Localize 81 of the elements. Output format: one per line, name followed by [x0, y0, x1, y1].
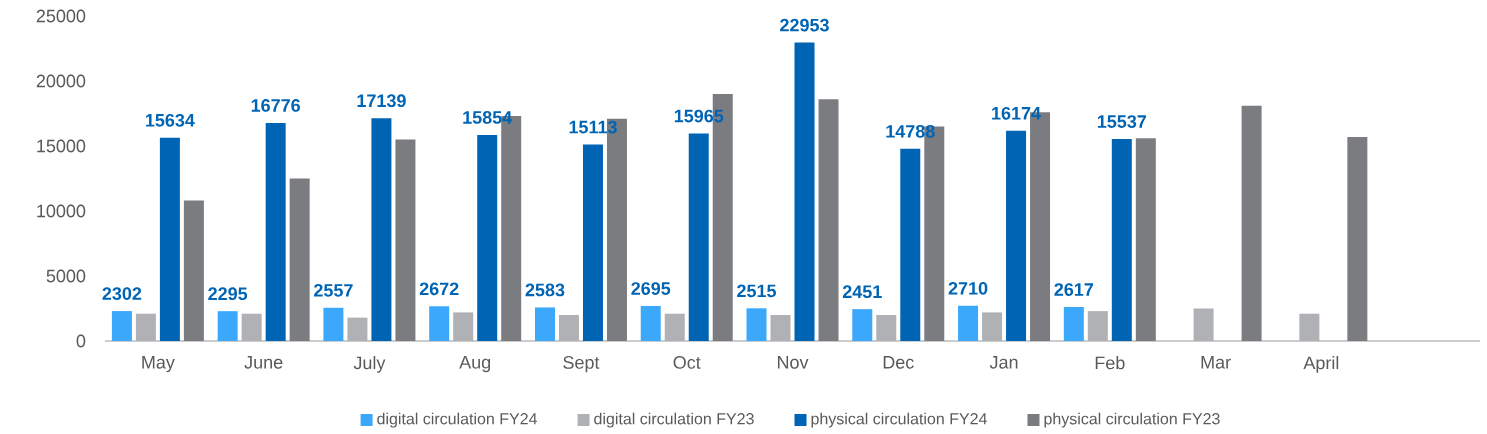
bar [818, 99, 839, 341]
data-label: 16776 [251, 99, 301, 112]
y-tick-label: 10000 [37, 204, 86, 218]
x-tick-label: Dec [883, 356, 914, 369]
bar [1347, 136, 1368, 341]
bar [664, 313, 685, 341]
x-tick-label: Jan [989, 356, 1018, 369]
bar [289, 178, 310, 341]
data-label: 2557 [314, 283, 353, 297]
data-label: 17139 [357, 94, 406, 108]
bar [534, 307, 555, 341]
bar [558, 315, 579, 341]
x-tick-label: April [1303, 356, 1339, 373]
bar [1063, 306, 1084, 341]
bar [746, 308, 767, 341]
bar [640, 305, 661, 341]
data-label: 15965 [674, 109, 724, 123]
bar [453, 312, 474, 341]
data-label: 22953 [780, 18, 829, 32]
data-label: 2710 [948, 281, 988, 295]
x-tick-label: June [244, 356, 283, 369]
bar [1241, 105, 1262, 341]
data-label: 14788 [886, 124, 935, 138]
data-label: 2295 [208, 287, 248, 301]
bar [1299, 313, 1320, 341]
data-label: 15854 [463, 111, 513, 124]
bar [582, 144, 603, 341]
legend-label: digital circulation FY24 [377, 412, 538, 428]
y-tick-label: 25000 [36, 9, 86, 23]
bar [241, 313, 262, 341]
x-tick-label: Nov [777, 356, 809, 369]
bar [900, 148, 921, 341]
bar [876, 315, 897, 341]
y-tick-label: 20000 [36, 74, 86, 88]
data-label: 2302 [102, 287, 142, 300]
bar [1193, 308, 1214, 341]
data-label: 2617 [1054, 283, 1094, 296]
bar [265, 122, 286, 341]
bar [794, 42, 815, 341]
bar [982, 312, 1003, 341]
bar [1135, 138, 1156, 341]
bar [183, 200, 204, 341]
bar [371, 118, 392, 341]
bar [111, 311, 132, 341]
legend-label: physical circulation FY23 [1044, 412, 1220, 428]
x-tick-label: Sept [563, 356, 600, 373]
bar [159, 137, 180, 341]
y-tick-label: 15000 [37, 139, 86, 153]
x-tick-label: Oct [673, 356, 701, 369]
y-tick-label: 0 [76, 334, 86, 348]
bar [852, 309, 873, 341]
data-label: 2695 [631, 282, 671, 295]
legend-label: digital circulation FY23 [594, 412, 754, 428]
bar [1087, 311, 1108, 341]
x-tick-label: Feb [1095, 356, 1125, 370]
x-tick-label: Mar [1201, 356, 1231, 369]
x-tick-label: May [142, 356, 175, 373]
bar [217, 311, 238, 341]
bar [477, 134, 498, 341]
bar [429, 306, 450, 341]
bar [347, 317, 368, 341]
data-label: 15634 [145, 113, 195, 127]
bar [688, 133, 709, 341]
bar [958, 305, 979, 341]
data-label: 2583 [525, 283, 565, 297]
data-label: 16174 [992, 106, 1041, 120]
data-label: 2515 [737, 284, 777, 298]
data-label: 2672 [419, 282, 459, 296]
data-label: 2451 [842, 285, 882, 299]
bar [135, 313, 156, 341]
bar [1006, 130, 1027, 341]
bar [323, 307, 344, 341]
data-label: 15113 [569, 120, 617, 134]
bar [395, 139, 416, 341]
x-tick-label: Aug [459, 356, 491, 373]
legend-label: physical circulation FY24 [811, 412, 987, 428]
y-tick-label: 5000 [46, 269, 86, 283]
data-label: 15537 [1097, 115, 1147, 128]
x-tick-label: July [353, 356, 386, 373]
bar [770, 315, 791, 341]
bar [1111, 139, 1132, 341]
